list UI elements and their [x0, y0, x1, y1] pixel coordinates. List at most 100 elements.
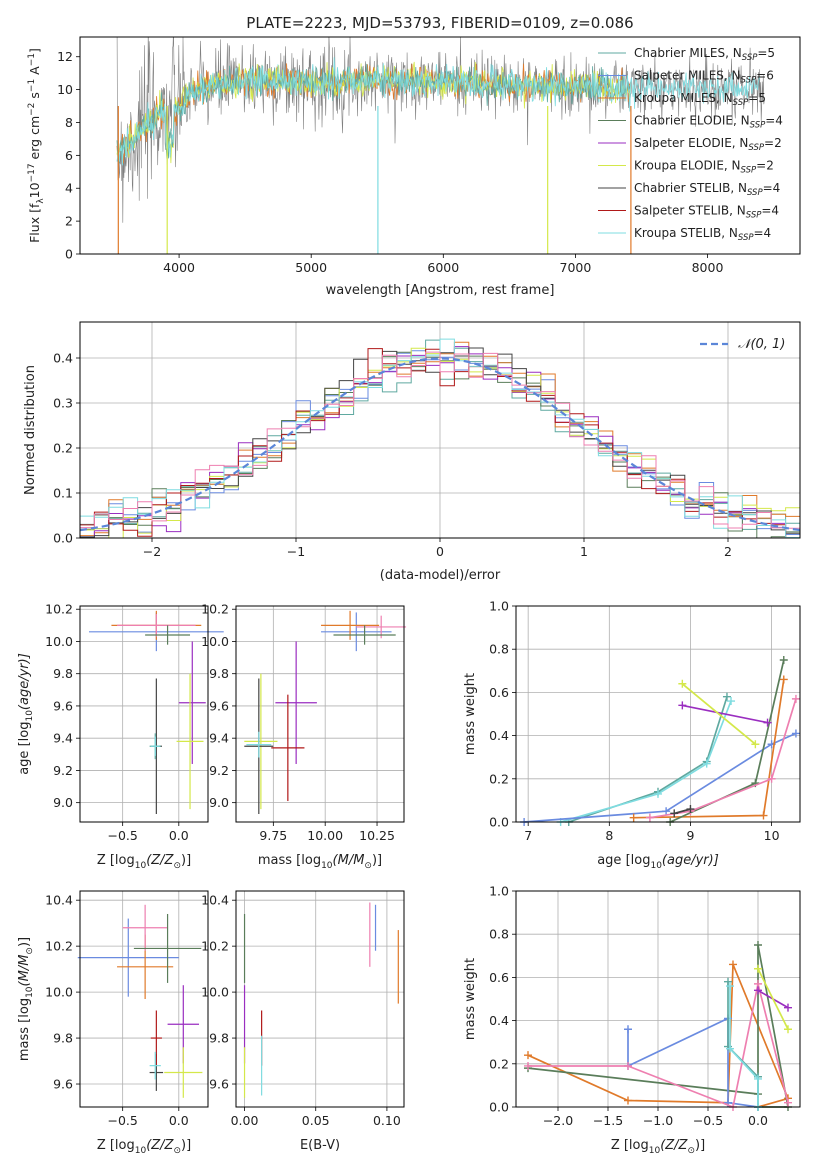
x-tick-label: −0.5 — [693, 1113, 723, 1128]
y-tick-label: 9.6 — [53, 1077, 73, 1092]
x-axis-label: mass [log10(M/M⊙)] — [258, 853, 382, 871]
y-axis-label: Normed distribution — [23, 365, 38, 495]
y-tick-label: 9.8 — [209, 1031, 229, 1046]
weight-marker — [624, 1061, 632, 1070]
y-tick-label: 10.2 — [45, 602, 73, 617]
spectrum-lines — [116, 37, 765, 254]
x-tick-label: 10 — [764, 828, 780, 843]
x-tick-label: 6000 — [427, 260, 459, 275]
y-tick-label: 9.4 — [53, 731, 73, 746]
y-tick-label: 0.0 — [489, 1100, 509, 1115]
x-tick-label: 10.00 — [307, 828, 343, 843]
y-tick-label: 9.4 — [209, 731, 229, 746]
x-tick-label: −0.5 — [107, 1113, 137, 1128]
weight-line — [560, 700, 732, 823]
weight-marker — [722, 692, 731, 701]
weight-marker — [726, 1044, 734, 1053]
weight-marker — [754, 964, 762, 973]
legend-label: Kroupa MILES, NSSP=5 — [634, 91, 766, 108]
y-tick-label: 0.0 — [489, 815, 509, 830]
x-tick-label: 5000 — [295, 260, 327, 275]
weight-marker — [724, 977, 732, 986]
y-tick-label: 10.0 — [45, 634, 73, 649]
y-tick-label: 9.0 — [53, 795, 73, 810]
x-tick-label: −2 — [143, 544, 161, 559]
y-tick-label: 10.2 — [201, 602, 229, 617]
weight-marker — [686, 805, 695, 814]
x-tick-label: 8000 — [692, 260, 724, 275]
weight-marker — [670, 809, 679, 818]
y-tick-label: 0.6 — [489, 685, 509, 700]
axes-frame — [79, 605, 209, 823]
weight-marker — [727, 697, 736, 706]
y-tick-label: 9.6 — [209, 698, 229, 713]
gaussian-curve — [80, 357, 800, 532]
weight-marker — [754, 941, 762, 949]
y-axis-label: mass weight — [463, 673, 478, 755]
y-tick-label: 0.4 — [53, 351, 73, 366]
weight-marker — [629, 813, 638, 822]
residual-histogram — [80, 338, 800, 538]
y-tick-label: 0.8 — [489, 927, 509, 942]
y-tick-label: 10.2 — [45, 939, 73, 954]
x-axis-label: Z [log10(Z/Z⊙)] — [97, 1138, 191, 1156]
weight-marker — [784, 1098, 792, 1107]
x-tick-label: 7000 — [560, 260, 592, 275]
x-tick-label: −0.5 — [107, 828, 137, 843]
y-tick-label: 1.0 — [489, 884, 509, 899]
plot-area — [236, 606, 404, 822]
x-tick-label: 9 — [686, 828, 694, 843]
weight-marker — [624, 1025, 632, 1034]
y-tick-label: 9.8 — [53, 666, 73, 681]
y-tick-label: 8 — [65, 115, 73, 130]
y-tick-label: 2 — [65, 214, 73, 229]
x-tick-label: 0.0 — [169, 1113, 189, 1128]
x-tick-label: 4000 — [163, 260, 195, 275]
x-axis-label: (data-model)/error — [380, 568, 501, 583]
y-tick-label: 0.0 — [53, 531, 73, 546]
y-tick-label: 0.4 — [489, 728, 509, 743]
y-tick-label: 0.2 — [53, 441, 73, 456]
weight-marker — [702, 759, 711, 768]
x-axis-label: wavelength [Angstrom, rest frame] — [326, 283, 555, 298]
weight-marker — [645, 813, 654, 822]
weight-marker — [624, 1096, 632, 1105]
legend-label: 𝒩(0, 1) — [738, 337, 785, 352]
legend-label: Salpeter ELODIE, NSSP=2 — [634, 136, 782, 153]
weight-marker — [779, 656, 788, 664]
legend-label: Kroupa ELODIE, NSSP=2 — [634, 159, 774, 176]
legend-label: Chabrier STELIB, NSSP=4 — [634, 181, 780, 198]
y-tick-label: 10.4 — [201, 893, 229, 908]
legend-label: Chabrier MILES, NSSP=5 — [634, 46, 775, 63]
y-tick-label: 9.2 — [209, 763, 229, 778]
y-tick-label: 0.8 — [489, 642, 509, 657]
weight-marker — [763, 718, 772, 727]
chart-mass_vs_EBV: 0.00 0.05 0.10 9.6 9.8 10.0 10.2 10.4 E(B-V) — [201, 890, 405, 1153]
y-tick-label: 12 — [57, 49, 73, 64]
y-tick-label: 10.4 — [45, 893, 73, 908]
x-tick-label: 7 — [524, 828, 532, 843]
weight-marker — [791, 729, 800, 738]
weight-line — [757, 968, 789, 1030]
x-axis-label: Z [log10(Z/Z⊙)] — [97, 853, 191, 871]
x-tick-label: −1 — [287, 544, 305, 559]
y-tick-label: 0 — [65, 247, 73, 262]
weight-marker — [729, 960, 737, 969]
y-tick-label: 10.0 — [201, 634, 229, 649]
y-tick-label: 10 — [57, 82, 73, 97]
y-tick-label: 0.2 — [489, 771, 509, 786]
axes-frame — [235, 890, 405, 1108]
y-axis-label: age [log10(age/yr)] — [17, 653, 35, 775]
plot-area — [80, 891, 208, 1107]
weight-marker — [784, 1025, 792, 1034]
legend-label: Salpeter STELIB, NSSP=4 — [634, 204, 779, 221]
weight-marker — [754, 986, 762, 995]
x-tick-label: −1.5 — [593, 1113, 623, 1128]
x-tick-label: 0.00 — [231, 1113, 259, 1128]
y-tick-label: 0.6 — [489, 970, 509, 985]
axes-frame — [515, 605, 801, 823]
x-tick-label: 0.0 — [169, 828, 189, 843]
x-tick-label: 0.10 — [373, 1113, 401, 1128]
weight-line — [681, 683, 756, 745]
